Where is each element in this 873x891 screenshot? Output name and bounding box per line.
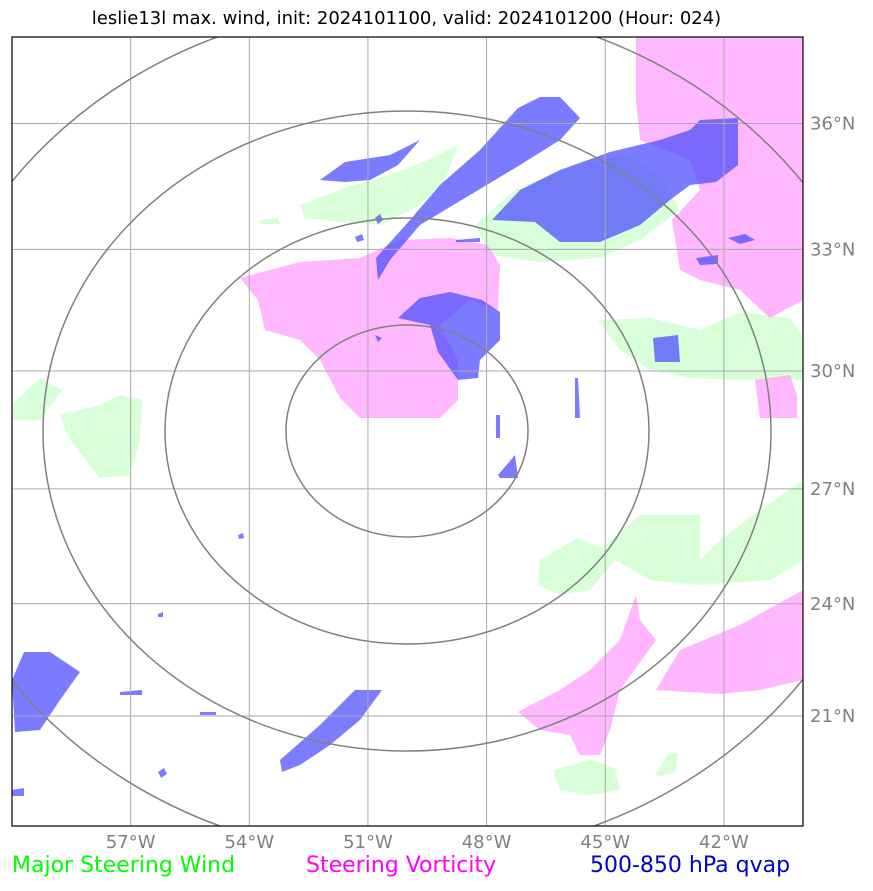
legend-qvap: 500-850 hPa qvap	[590, 853, 791, 878]
lat-tick-label: 36°N	[810, 114, 855, 135]
legend-steering-vorticity: Steering Vorticity	[306, 853, 497, 878]
lat-tick-label: 33°N	[810, 239, 855, 260]
map-frame	[11, 36, 804, 827]
lon-tick-label: 57°W	[106, 832, 156, 853]
lat-tick-label: 30°N	[810, 361, 855, 382]
lon-tick-label: 54°W	[224, 832, 274, 853]
latitude-labels: 21°N 24°N 27°N 30°N 33°N 36°N	[810, 114, 855, 727]
lon-tick-label: 45°W	[580, 832, 630, 853]
lon-tick-label: 42°W	[699, 832, 749, 853]
lat-tick-label: 24°N	[810, 594, 855, 615]
range-ring-3	[42, 110, 772, 752]
range-ring-2	[164, 217, 650, 645]
lat-tick-label: 27°N	[810, 479, 855, 500]
lat-tick-label: 21°N	[810, 706, 855, 727]
lon-tick-label: 48°W	[462, 832, 512, 853]
range-rings	[12, 37, 803, 826]
longitude-labels: 57°W 54°W 51°W 48°W 45°W 42°W	[106, 832, 749, 853]
map-fields	[12, 37, 803, 796]
graticule	[12, 37, 803, 826]
figure-title: leslie13l max. wind, init: 2024101100, v…	[91, 8, 722, 29]
lon-tick-label: 51°W	[343, 832, 393, 853]
qvap-layer	[12, 97, 755, 796]
legend-steering-wind: Major Steering Wind	[12, 853, 236, 878]
range-ring-1	[285, 324, 529, 538]
